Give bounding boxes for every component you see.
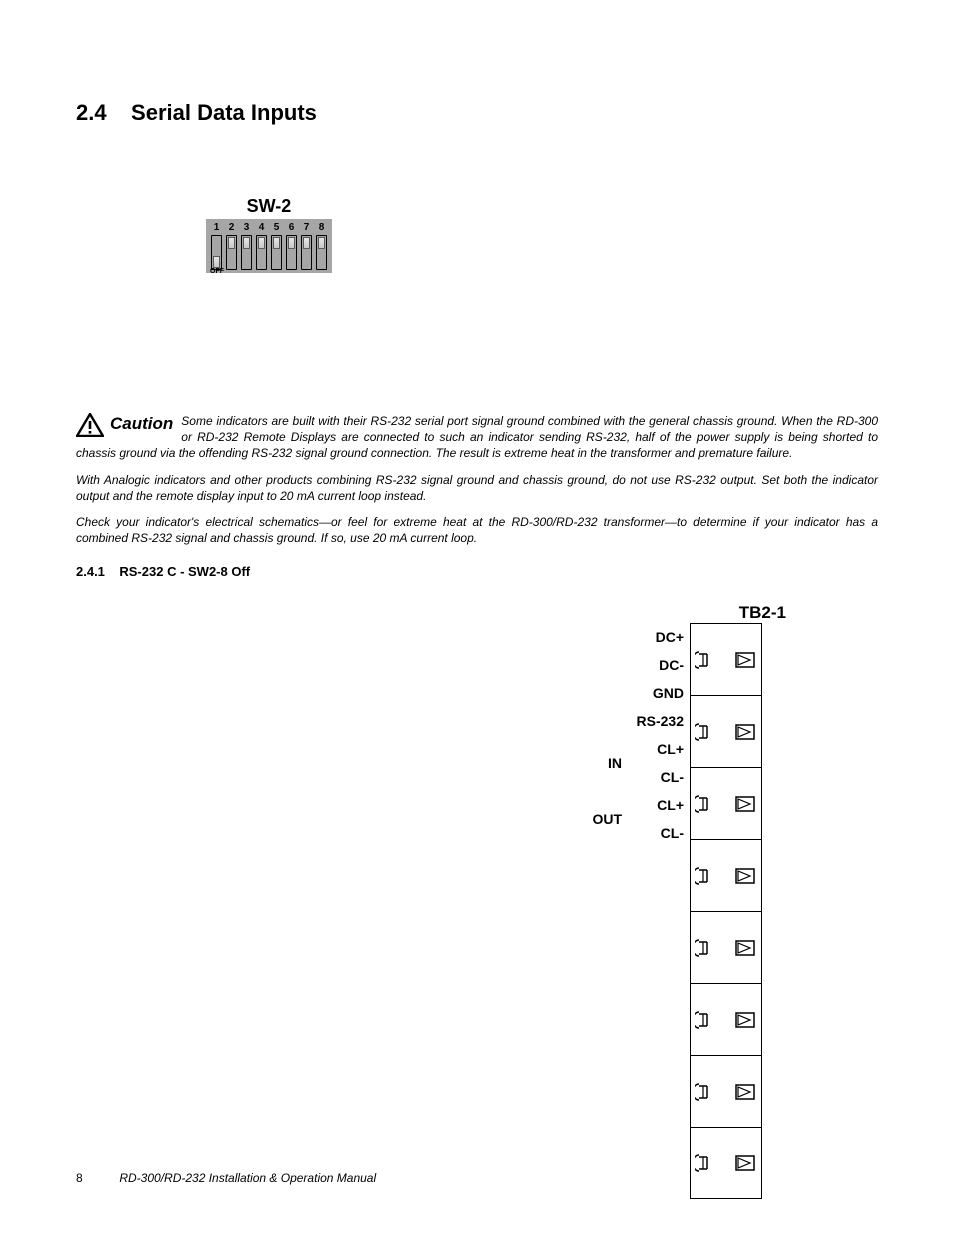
tb-title: TB2-1 bbox=[584, 603, 804, 623]
caution-text-1: Some indicators are built with their RS-… bbox=[76, 414, 878, 460]
sw2-label: SW-2 bbox=[206, 196, 332, 217]
tb-pin-label: CL+ bbox=[628, 791, 690, 819]
dip-slider bbox=[318, 237, 325, 249]
tb-in-label: IN bbox=[608, 755, 622, 771]
section-number: 2.4 bbox=[76, 100, 107, 125]
dip-slider bbox=[258, 237, 265, 249]
tb-pin-label: RS-232 bbox=[628, 707, 690, 735]
tb-terminal bbox=[690, 839, 762, 911]
tb-terminal bbox=[690, 695, 762, 767]
dip-number: 3 bbox=[244, 222, 250, 233]
tb-terminal bbox=[690, 1127, 762, 1199]
dip-slider bbox=[273, 237, 280, 249]
dip-slot bbox=[301, 235, 312, 270]
dip-number: 2 bbox=[229, 222, 235, 233]
terminal-left-icon bbox=[695, 1010, 711, 1030]
tb-pin-label: GND bbox=[628, 679, 690, 707]
dip-slider bbox=[213, 256, 220, 268]
caution-para-3: Check your indicator's electrical schema… bbox=[76, 514, 878, 546]
tb-terminal bbox=[690, 983, 762, 1055]
subsection-number: 2.4.1 bbox=[76, 564, 105, 579]
dip-number: 5 bbox=[274, 222, 280, 233]
warning-triangle-icon bbox=[76, 413, 104, 437]
caution-para-2: With Analogic indicators and other produ… bbox=[76, 472, 878, 504]
caution-para-1: Caution Some indicators are built with t… bbox=[76, 413, 878, 462]
terminal-right-icon bbox=[735, 940, 755, 956]
dip-slot-row bbox=[207, 235, 331, 270]
dip-slider bbox=[288, 237, 295, 249]
tb-pin-label: DC- bbox=[628, 651, 690, 679]
dip-slot bbox=[286, 235, 297, 270]
terminal-left-icon bbox=[695, 866, 711, 886]
tb-port-column bbox=[690, 623, 762, 1199]
dip-off-label: OFF bbox=[210, 268, 224, 275]
terminal-right-icon bbox=[735, 724, 755, 740]
tb-pin-label: DC+ bbox=[628, 623, 690, 651]
tb-pin-label: CL- bbox=[628, 763, 690, 791]
dip-slider bbox=[303, 237, 310, 249]
terminal-left-icon bbox=[695, 794, 711, 814]
terminal-right-icon bbox=[735, 796, 755, 812]
tb-pin-label: CL+ bbox=[628, 735, 690, 763]
dip-slot bbox=[256, 235, 267, 270]
page-footer: 8 RD-300/RD-232 Installation & Operation… bbox=[76, 1171, 376, 1185]
terminal-right-icon bbox=[735, 1155, 755, 1171]
caution-block: Caution Some indicators are built with t… bbox=[76, 413, 878, 546]
terminal-right-icon bbox=[735, 1012, 755, 1028]
tb-out-label: OUT bbox=[592, 811, 622, 827]
terminal-left-icon bbox=[695, 1082, 711, 1102]
terminal-left-icon bbox=[695, 650, 711, 670]
caution-word: Caution bbox=[110, 413, 173, 437]
tb-group-column: IN OUT bbox=[584, 623, 628, 1199]
section-title: Serial Data Inputs bbox=[131, 100, 317, 125]
terminal-left-icon bbox=[695, 722, 711, 742]
dip-switch-body: 12345678 OFF bbox=[206, 219, 332, 273]
tb-terminal bbox=[690, 767, 762, 839]
footer-page-number: 8 bbox=[76, 1171, 116, 1185]
tb-terminal bbox=[690, 623, 762, 695]
subsection-heading: 2.4.1 RS-232 C - SW2-8 Off bbox=[76, 564, 878, 579]
tb-pin-label: CL- bbox=[628, 819, 690, 847]
terminal-left-icon bbox=[695, 938, 711, 958]
dip-slot bbox=[316, 235, 327, 270]
dip-slot bbox=[271, 235, 282, 270]
dip-slider bbox=[243, 237, 250, 249]
terminal-left-icon bbox=[695, 1153, 711, 1173]
tb-pin-column: DC+DC-GNDRS-232CL+CL-CL+CL- bbox=[628, 623, 690, 1199]
tb-terminal bbox=[690, 911, 762, 983]
dip-number: 4 bbox=[259, 222, 265, 233]
tb-diagram: TB2-1 IN OUT DC+DC-GNDRS-232CL+CL-CL+CL- bbox=[584, 603, 804, 1199]
dip-slot bbox=[211, 235, 222, 270]
terminal-right-icon bbox=[735, 1084, 755, 1100]
tb-terminal bbox=[690, 1055, 762, 1127]
dip-slider bbox=[228, 237, 235, 249]
dip-number-row: 12345678 bbox=[207, 222, 331, 235]
dip-slot bbox=[241, 235, 252, 270]
footer-doc-title: RD-300/RD-232 Installation & Operation M… bbox=[119, 1171, 376, 1185]
terminal-right-icon bbox=[735, 652, 755, 668]
subsection-title: RS-232 C - SW2-8 Off bbox=[119, 564, 250, 579]
dip-number: 8 bbox=[319, 222, 325, 233]
terminal-right-icon bbox=[735, 868, 755, 884]
dip-slot bbox=[226, 235, 237, 270]
section-heading: 2.4 Serial Data Inputs bbox=[76, 100, 878, 126]
dip-number: 7 bbox=[304, 222, 310, 233]
sw2-diagram: SW-2 12345678 OFF bbox=[206, 196, 332, 273]
dip-number: 6 bbox=[289, 222, 295, 233]
dip-number: 1 bbox=[214, 222, 220, 233]
